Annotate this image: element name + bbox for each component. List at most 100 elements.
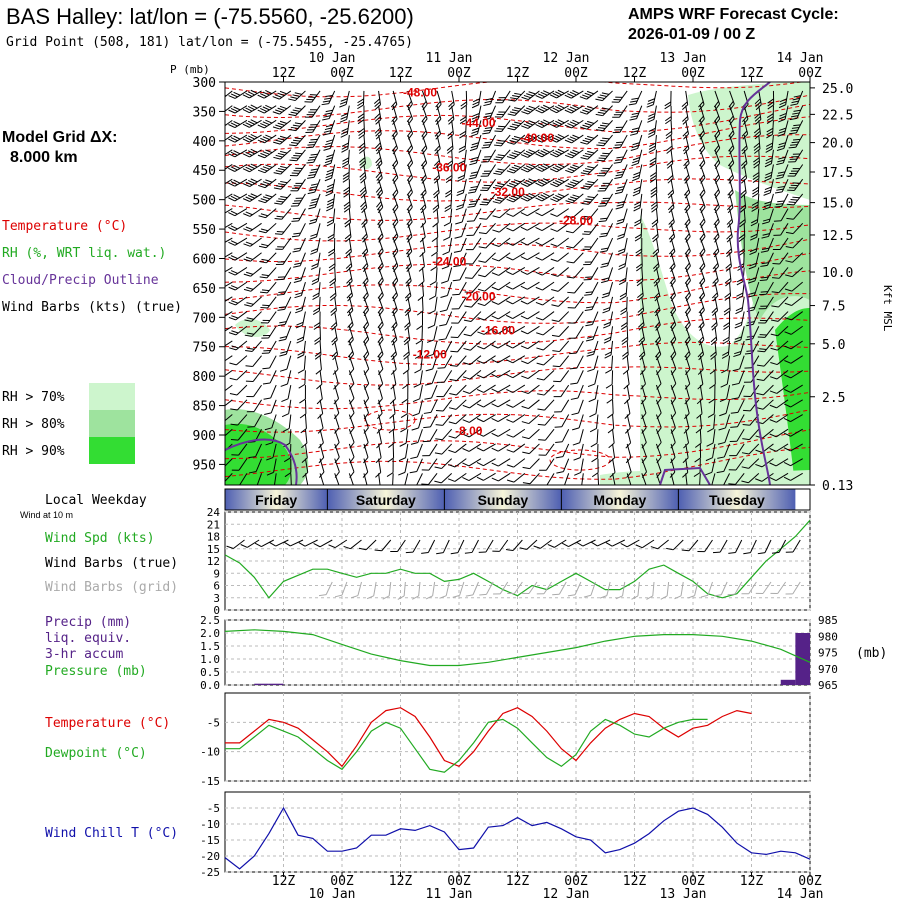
wind-barb: [326, 193, 336, 212]
barb-flag: [245, 166, 253, 171]
wind-barb: [491, 443, 511, 452]
barb-flag: [567, 183, 575, 187]
barb-flag: [465, 277, 473, 279]
barb-staff: [638, 164, 643, 179]
barb-flag: [281, 398, 289, 403]
barb-staff: [316, 237, 321, 252]
wind-barb: [373, 90, 381, 110]
wind-barb: [436, 384, 453, 398]
barb-staff: [264, 105, 277, 114]
barb-flag: [462, 448, 470, 452]
barb-flag: [739, 204, 746, 210]
wind-barb: [455, 208, 467, 225]
barb-flag: [754, 113, 761, 119]
barb-staff: [460, 237, 467, 252]
wind-barb: [374, 105, 382, 125]
barb-staff: [328, 105, 336, 119]
barb-flag: [295, 167, 303, 170]
y-tick-label: 1.0: [200, 653, 220, 666]
barb-flag: [324, 97, 332, 100]
barb-flag: [245, 151, 253, 156]
barb-staff: [612, 399, 614, 414]
barb-flag: [476, 388, 484, 393]
barb-staff: [771, 135, 774, 150]
barb-staff: [541, 164, 555, 172]
barb-staff: [626, 443, 632, 458]
barb-staff: [298, 208, 306, 222]
barb-flag: [555, 194, 563, 199]
barb-staff: [341, 581, 348, 596]
barb-staff: [357, 581, 362, 596]
barb-flag: [667, 204, 674, 211]
barb-flag: [498, 125, 506, 128]
barb-flag: [727, 593, 735, 596]
barb-staff: [319, 370, 323, 385]
barb-flag: [442, 251, 450, 256]
barb-flag: [435, 118, 442, 125]
pressure-unit-label: (mb): [856, 646, 887, 661]
wind-barb: [242, 193, 262, 202]
wind-barb: [278, 326, 292, 342]
weekday-label: Saturday: [356, 492, 416, 508]
barb-staff: [312, 134, 321, 148]
barb-staff: [250, 296, 262, 307]
wind-barb: [572, 414, 584, 431]
barb-flag: [543, 134, 550, 139]
barb-flag: [685, 206, 691, 214]
wind-barb: [467, 193, 482, 208]
barb-flag: [572, 134, 580, 139]
barb-staff: [421, 90, 428, 105]
barb-flag: [451, 322, 459, 324]
barb-staff: [513, 472, 526, 483]
barb-staff: [571, 119, 584, 129]
barb-flag: [648, 127, 656, 132]
barb-staff: [392, 179, 399, 193]
barb-staff: [743, 134, 748, 149]
barb-staff: [626, 414, 631, 429]
barb-flag: [277, 246, 285, 248]
barb-flag: [533, 545, 541, 549]
barb-flag: [754, 130, 761, 137]
barb-flag: [457, 177, 465, 182]
barb-staff: [421, 193, 427, 208]
barb-staff: [543, 384, 555, 396]
barb-flag: [775, 176, 783, 180]
barb-staff: [685, 237, 691, 252]
barb-flag: [261, 243, 269, 247]
barb-flag: [436, 381, 445, 383]
barb-flag: [684, 177, 690, 184]
barb-flag: [764, 189, 772, 193]
barb-staff: [594, 385, 599, 399]
barb-staff: [606, 237, 614, 252]
barb-flag: [410, 456, 418, 460]
barb-flag: [512, 95, 520, 98]
barb-flag: [391, 115, 397, 123]
barb-flag: [305, 131, 313, 133]
wind-barb: [535, 208, 555, 217]
wind-barb: [424, 384, 438, 400]
barb-flag: [420, 159, 427, 167]
barb-staff: [607, 267, 614, 281]
barb-flag: [260, 122, 268, 127]
barb-flag: [250, 148, 258, 153]
rh70-swatch: [89, 383, 135, 410]
wind-chill-label: Wind Chill T (°C): [45, 826, 178, 841]
barb-flag: [299, 398, 306, 404]
wind-barb: [416, 311, 424, 331]
barb-staff: [573, 267, 584, 279]
barb-staff: [392, 149, 399, 164]
wind-barb: [466, 208, 482, 222]
wind-barb: [242, 89, 262, 99]
surface-wind-barb: [757, 539, 772, 555]
barb-staff: [514, 581, 523, 594]
barb-flag: [521, 405, 529, 410]
barb-staff: [436, 120, 442, 135]
barb-flag: [549, 123, 557, 128]
barb-flag: [378, 353, 384, 361]
barb-flag: [247, 120, 255, 125]
barb-flag: [586, 90, 595, 95]
wind-barb: [225, 134, 233, 144]
barb-flag: [495, 184, 503, 188]
wind-barb: [228, 252, 248, 261]
barb-flag: [647, 116, 655, 120]
